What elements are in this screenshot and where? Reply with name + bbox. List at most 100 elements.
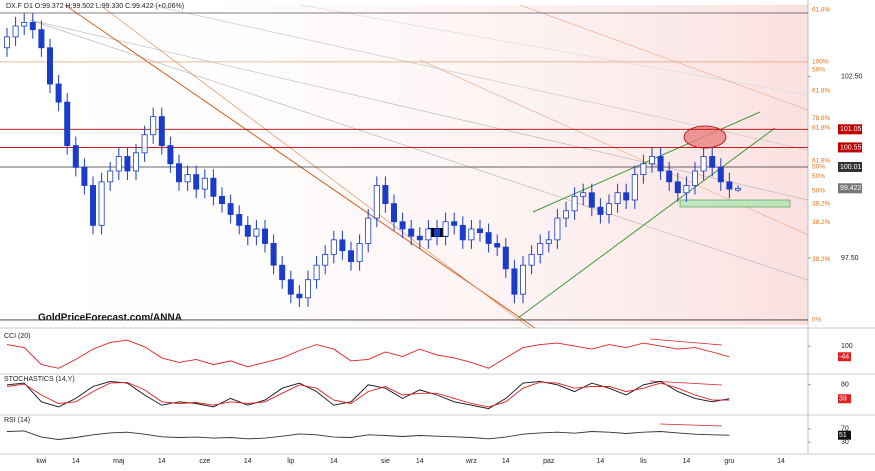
candle-body [287,279,294,295]
fib-label: 38.2% [812,201,831,208]
divergence-line [659,423,723,427]
candle-body [511,268,518,295]
candle-body [98,181,105,226]
y-tick-label: 30 [841,439,849,446]
candle-body [485,232,492,244]
candle-body [433,228,440,237]
x-tick-label: 14 [502,458,510,465]
candle-body [631,174,638,201]
candle-body [563,210,570,219]
candle-body [416,235,423,241]
candle-body [554,217,561,241]
x-tick-label: 14 [72,458,80,465]
panel-title: RSI (14) [4,417,30,424]
candle-body [261,228,268,244]
indicator-line [6,380,730,410]
fib-label: 50% [812,67,825,74]
candle-body [494,243,501,248]
candle-body [270,243,277,266]
fib-label: 61.8% [812,125,831,132]
x-tick-label: 14 [244,458,252,465]
candle-body [520,264,527,295]
y-tick-label: 97.50 [841,255,859,262]
last-value-label: 39 [839,396,847,403]
price-tag [838,161,862,172]
trend-line [99,4,531,329]
fib-label: 50% [812,173,825,180]
chart-title: DX.F D1 O:99.372 H:99.502 L:99.330 C:99.… [6,3,184,10]
candle-body [55,83,62,103]
candle-body [399,221,406,230]
last-value-tag [838,352,851,362]
last-value-label: -44 [839,354,849,361]
candle-body [614,192,621,204]
candle-body [649,156,656,165]
candle-body [382,185,389,204]
x-tick-label: sie [381,458,390,465]
x-tick-label: paz [543,458,555,465]
fan-line [299,4,809,96]
candle-body [4,36,10,49]
watermark: GoldPriceForecast.com/ANNA [38,313,182,324]
x-tick-label: lis [640,458,647,465]
candle-body [502,246,509,270]
candle-body [571,195,578,212]
candle-body [21,21,28,27]
candle-body [72,145,79,168]
indicator-line [6,430,730,440]
x-tick-label: maj [113,458,125,465]
candle-body [735,187,742,191]
support-zone [679,199,791,208]
candle-body [227,203,234,215]
channel-line [517,127,776,319]
candle-body [476,228,483,233]
candle-body [365,217,372,244]
candle-body [528,253,535,266]
panel-title: CCI (20) [4,333,30,340]
candle-body [657,156,664,172]
last-value-label: 51 [839,432,847,439]
candle-body [322,253,329,266]
candle-body [606,203,613,215]
last-price-tag [838,183,862,194]
fan-line [519,4,809,111]
candle-body [692,170,699,186]
candle-body [580,192,587,197]
channel-line [532,111,761,213]
candle-body [683,185,690,194]
x-tick-label: 14 [683,458,691,465]
x-tick-label: 14 [597,458,605,465]
candle-body [201,177,208,190]
y-tick-label: 100 [841,343,853,350]
candle-body [184,174,191,183]
fib-label: 61.8% [812,6,831,13]
candle-body [623,192,630,201]
candle-body [330,239,337,255]
candle-body [175,163,182,183]
candle-body [218,195,225,204]
last-price-label: 99.422 [840,185,862,192]
candle-body [700,156,707,172]
price-tag [838,124,862,135]
candle-body [236,214,243,226]
candle-body [124,156,131,172]
x-tick-label: 14 [158,458,166,465]
candle-body [666,170,673,183]
candle-body [347,250,354,262]
candle-body [459,224,466,241]
price-tag-label: 100.55 [840,144,862,151]
x-tick-label: lip [287,458,294,465]
fib-label: 100% [812,59,829,66]
candle-body [313,264,320,281]
x-tick-label: cze [199,458,210,465]
candle-body [717,166,724,183]
candle-body [193,174,200,190]
divergence-line [649,338,723,346]
candle-body [674,181,681,194]
candle-body [425,228,432,241]
y-tick-label: 102.50 [841,74,863,81]
candle-body [468,228,475,241]
fib-label: 0% [812,317,822,324]
divergence-line [649,380,723,386]
x-tick-label: wrz [465,458,477,465]
